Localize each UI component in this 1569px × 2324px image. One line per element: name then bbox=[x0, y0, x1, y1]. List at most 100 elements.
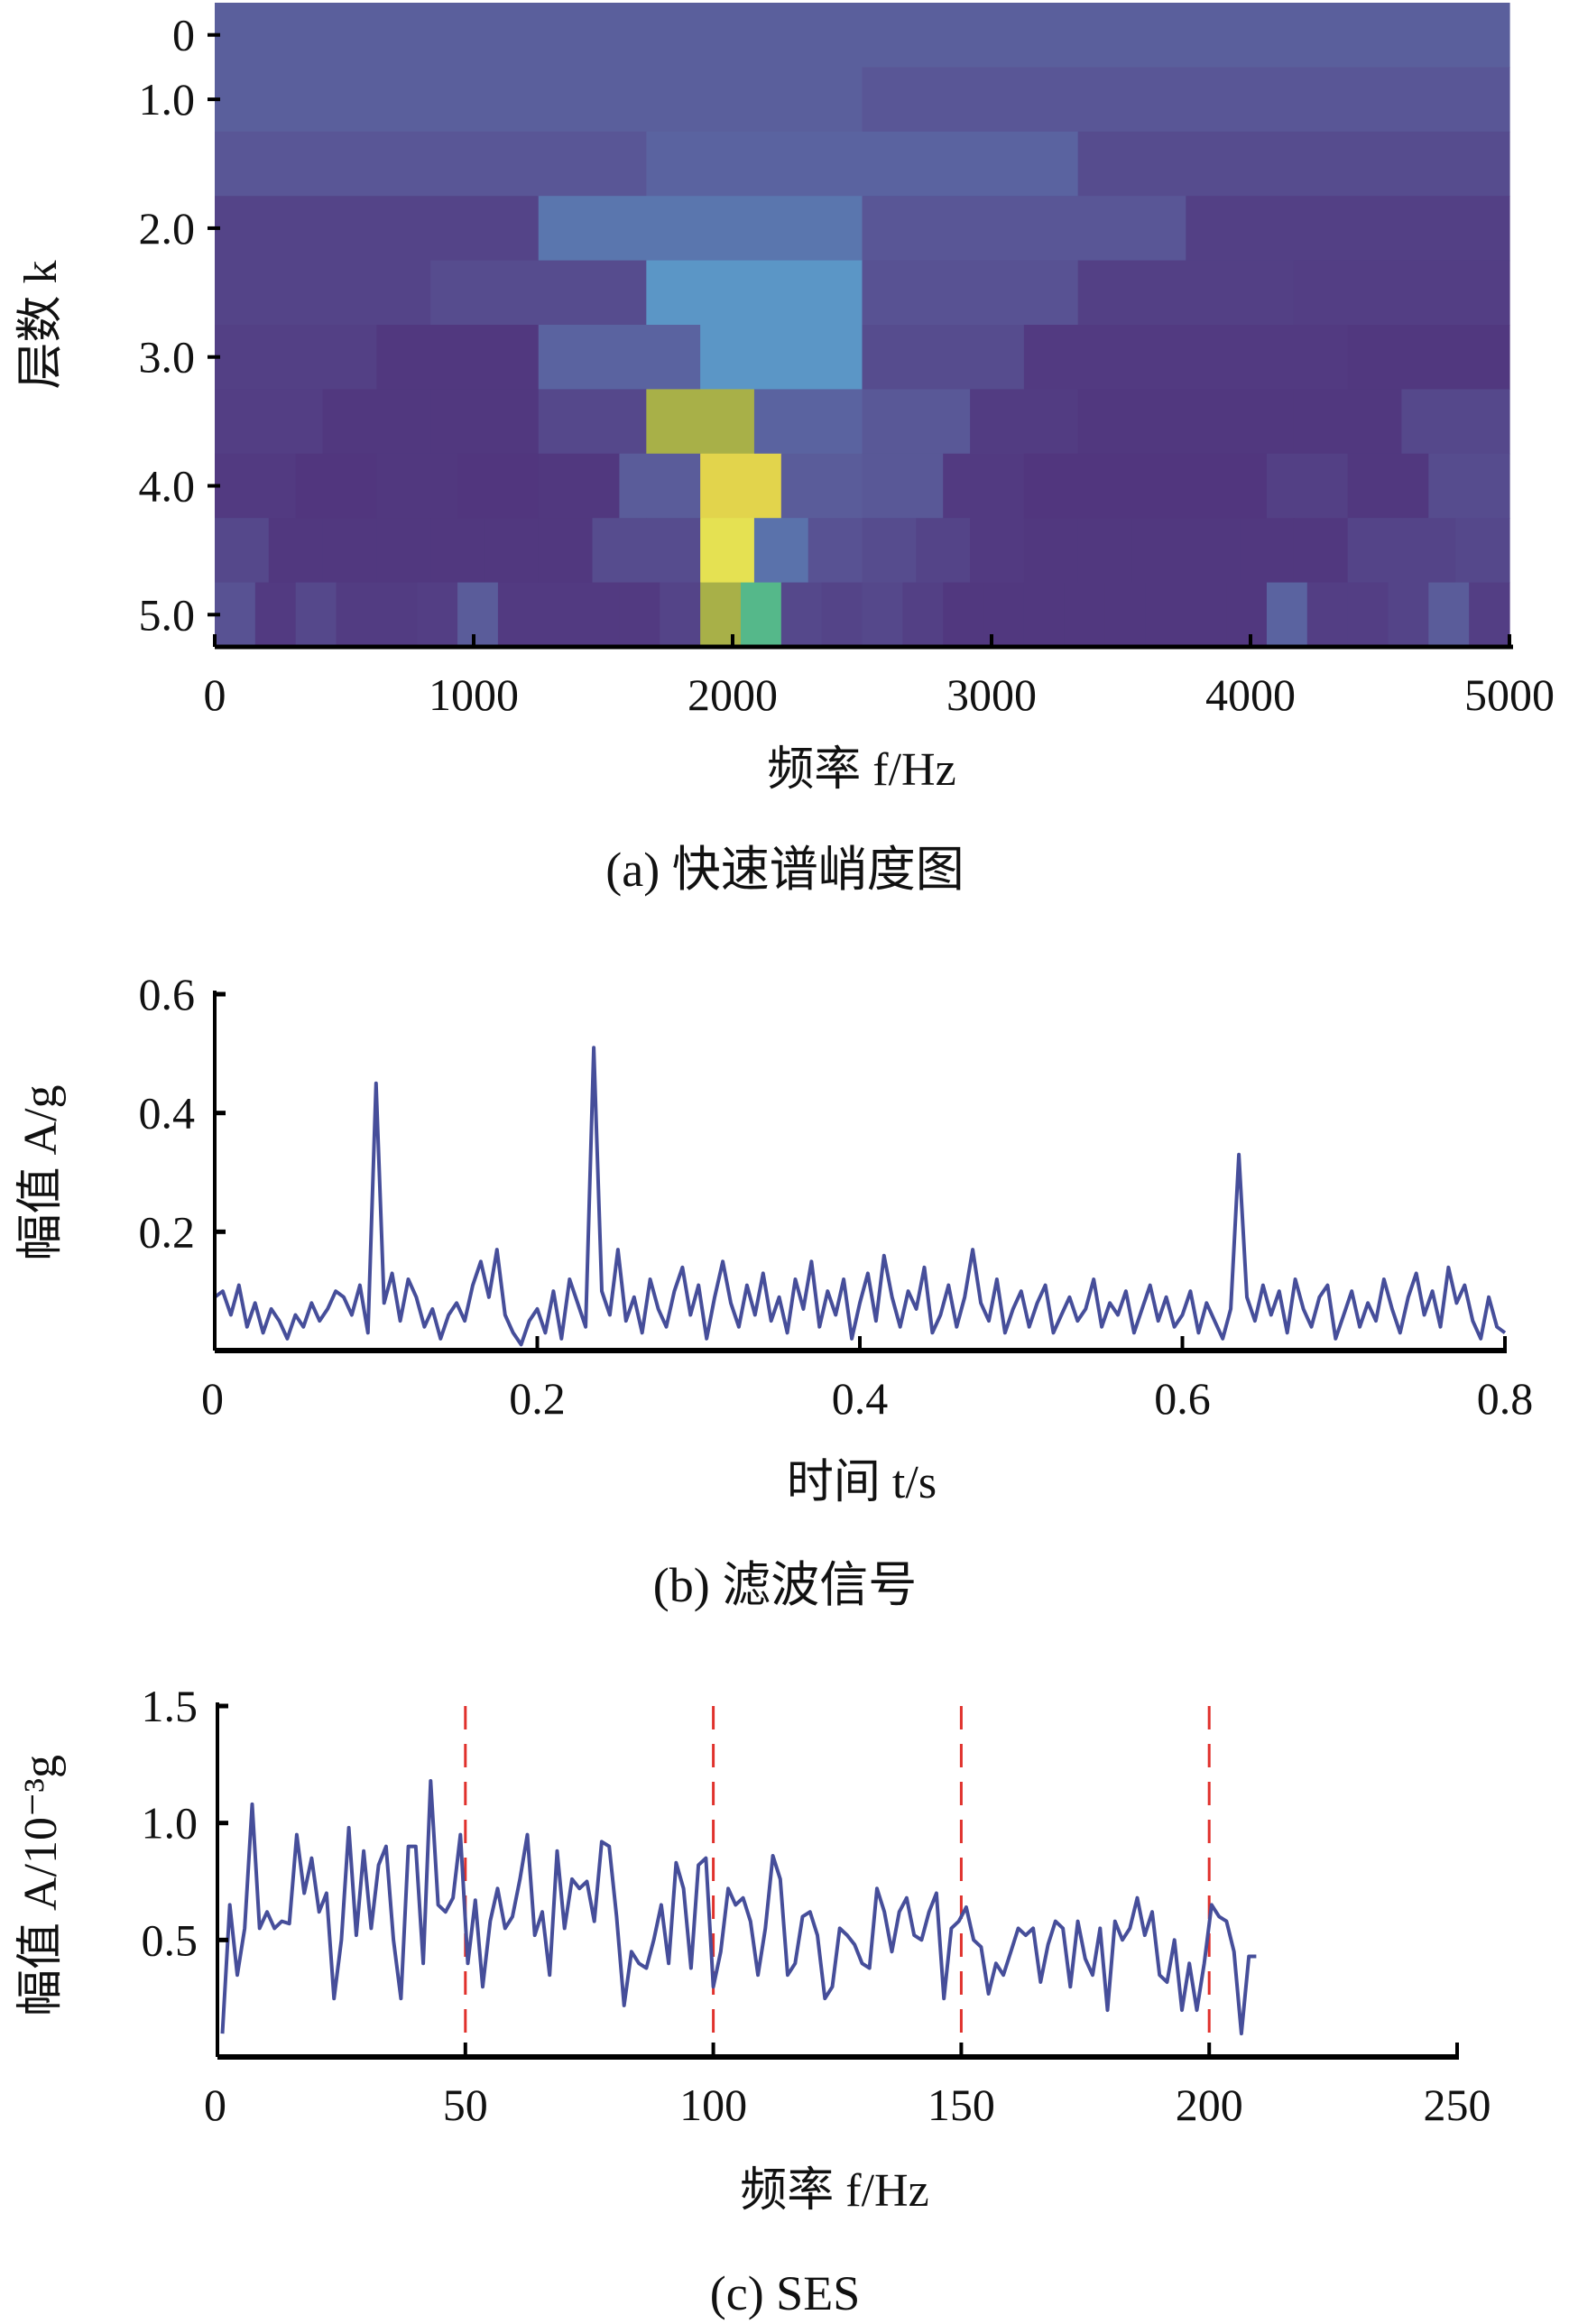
y-tick-label: 0 bbox=[172, 10, 195, 60]
ses-x-label: 频率 f/Hz bbox=[740, 2165, 928, 2217]
kurtogram-panel: 0 1000 2000 3000 4000 5000 0 1.0 2.0 3.0 4.0 5.0 层数… bbox=[15, 3, 1555, 897]
kurtogram-y-label: 层数 k bbox=[15, 260, 67, 389]
kurtogram-cell bbox=[1240, 518, 1295, 584]
kurtogram-cell bbox=[1293, 518, 1349, 584]
kurtogram-cell bbox=[1186, 518, 1241, 584]
kurtogram-cell bbox=[430, 518, 485, 584]
x-tick-label: 50 bbox=[443, 2080, 488, 2130]
ses-y-label: 幅值 A/10⁻³g bbox=[15, 1755, 67, 2016]
kurtogram-cell bbox=[1455, 518, 1510, 584]
kurtogram-cell bbox=[322, 389, 431, 455]
kurtogram-cell bbox=[753, 389, 863, 455]
kurtogram-cell bbox=[538, 325, 701, 390]
x-tick-label: 5000 bbox=[1464, 669, 1555, 720]
kurtogram-cell bbox=[862, 582, 903, 648]
filtered-signal-x-label: 时间 t/s bbox=[787, 1457, 937, 1508]
y-tick-label: 2.0 bbox=[139, 203, 196, 254]
kurtogram-cell bbox=[646, 389, 755, 455]
filtered-signal-panel: 0 0.2 0.4 0.6 0.8 0.2 0.4 0.6 幅值 A/g 时间 t/s (b)… bbox=[15, 969, 1533, 1612]
y-tick-label: 0.4 bbox=[139, 1088, 196, 1139]
y-tick-label: 1.0 bbox=[142, 1798, 198, 1849]
kurtogram-cell bbox=[215, 260, 431, 326]
kurtogram-cell bbox=[619, 453, 701, 519]
kurtogram-cell bbox=[1104, 582, 1147, 648]
signal-line bbox=[220, 1779, 1257, 2036]
ses-axes: 0 50 100 150 200 250 0.5 1.0 1.5 bbox=[142, 1681, 1491, 2130]
filtered-signal-caption: (b) 滤波信号 bbox=[653, 1558, 917, 1612]
kurtogram-cell bbox=[322, 518, 377, 584]
kurtogram-cell bbox=[497, 582, 540, 648]
kurtogram-cell bbox=[538, 582, 580, 648]
y-tick-label: 5.0 bbox=[139, 589, 196, 640]
kurtogram-cell bbox=[215, 67, 863, 133]
ses-caption: (c) SES bbox=[710, 2266, 860, 2320]
x-tick-label: 150 bbox=[928, 2080, 995, 2130]
kurtogram-axes: 0 1000 2000 3000 4000 5000 0 1.0 2.0 3.0 4.0 5.0 bbox=[139, 10, 1555, 720]
kurtogram-x-label: 频率 f/Hz bbox=[767, 744, 955, 796]
kurtogram-cell bbox=[1469, 582, 1510, 648]
x-tick-label: 3000 bbox=[946, 669, 1037, 720]
kurtogram-cell bbox=[430, 260, 647, 326]
kurtogram-cell bbox=[1347, 582, 1389, 648]
x-tick-label: 100 bbox=[679, 2080, 747, 2130]
kurtogram-cell bbox=[1145, 582, 1186, 648]
kurtogram-cell bbox=[1023, 325, 1186, 390]
kurtogram-cell bbox=[700, 518, 755, 584]
kurtogram-cell bbox=[1347, 518, 1403, 584]
x-tick-label: 0.4 bbox=[832, 1373, 889, 1424]
x-tick-label: 0.8 bbox=[1477, 1373, 1534, 1424]
kurtogram-cell bbox=[376, 518, 431, 584]
kurtogram-cell bbox=[862, 453, 944, 519]
kurtogram-cell bbox=[862, 260, 1079, 326]
kurtogram-cell bbox=[1428, 453, 1510, 519]
kurtogram-cell bbox=[862, 325, 1025, 390]
kurtogram-cell bbox=[1401, 389, 1510, 455]
kurtogram-cell bbox=[1388, 582, 1429, 648]
signal-line bbox=[213, 1046, 1507, 1347]
kurtogram-cell bbox=[295, 453, 377, 519]
kurtogram-cell bbox=[1347, 453, 1429, 519]
kurtogram-cell bbox=[780, 582, 823, 648]
kurtogram-cell bbox=[1104, 453, 1186, 519]
kurtogram-cell bbox=[457, 582, 499, 648]
kurtogram-cell bbox=[1023, 453, 1106, 519]
kurtogram-cell bbox=[1186, 325, 1349, 390]
kurtogram-cell bbox=[646, 260, 863, 326]
kurtogram-cell bbox=[215, 131, 647, 197]
kurtogram-cell bbox=[1293, 260, 1510, 326]
kurtogram-cell bbox=[417, 582, 458, 648]
kurtogram-cell bbox=[916, 518, 971, 584]
kurtogram-cell bbox=[1023, 582, 1066, 648]
kurtogram-cell bbox=[1293, 389, 1403, 455]
y-tick-label: 0.2 bbox=[139, 1206, 196, 1257]
filtered-signal-y-label: 幅值 A/g bbox=[15, 1084, 67, 1260]
kurtogram-cell bbox=[862, 196, 1186, 262]
kurtogram-cell bbox=[484, 518, 540, 584]
kurtogram-cell bbox=[1186, 196, 1510, 262]
kurtogram-cell bbox=[538, 518, 594, 584]
y-tick-label: 0.6 bbox=[139, 969, 196, 1019]
kurtogram-cell bbox=[254, 582, 297, 648]
x-tick-label: 0 bbox=[204, 669, 226, 720]
kurtogram-cell bbox=[295, 582, 337, 648]
kurtogram-cell bbox=[1428, 582, 1470, 648]
x-tick-label: 200 bbox=[1176, 2080, 1243, 2130]
kurtogram-cell bbox=[1131, 518, 1186, 584]
kurtogram-cell bbox=[740, 582, 782, 648]
kurtogram-cell bbox=[215, 518, 270, 584]
kurtogram-cell bbox=[336, 582, 377, 648]
x-tick-label: 1000 bbox=[429, 669, 519, 720]
x-tick-label: 0 bbox=[204, 2080, 226, 2130]
kurtogram-cell bbox=[902, 582, 944, 648]
filtered-signal-axes: 0 0.2 0.4 0.6 0.8 0.2 0.4 0.6 bbox=[139, 969, 1534, 1424]
kurtogram-cell bbox=[1186, 453, 1268, 519]
kurtogram-cell bbox=[215, 453, 297, 519]
kurtogram-caption: (a) 快速谱峭度图 bbox=[605, 843, 964, 897]
kurtogram-cell bbox=[619, 582, 660, 648]
kurtogram-cell bbox=[1023, 518, 1079, 584]
kurtogram-cell bbox=[215, 582, 256, 648]
kurtogram-cell bbox=[538, 196, 863, 262]
kurtogram-cell bbox=[1077, 389, 1186, 455]
kurtogram-cell bbox=[808, 518, 863, 584]
kurtogram-cell bbox=[753, 518, 809, 584]
